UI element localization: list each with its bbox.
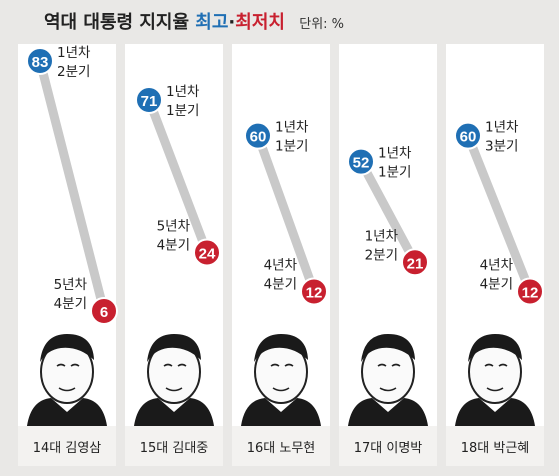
- change-line: [144, 95, 212, 258]
- president-name: 18대 박근혜: [461, 441, 530, 456]
- portrait-suit: [348, 398, 428, 426]
- portrait: [348, 334, 428, 426]
- president-panel: 18대 박근혜 60 1년차 3분기 12 4년차 4분기: [446, 44, 544, 466]
- president-name: 14대 김영삼: [33, 441, 102, 456]
- president-name: 17대 이명박: [354, 441, 423, 456]
- high-value-label: 60: [250, 129, 267, 146]
- high-value-label: 71: [141, 93, 158, 110]
- president-name: 16대 노무현: [247, 441, 316, 456]
- portrait: [27, 334, 107, 426]
- high-value-label: 60: [460, 129, 477, 146]
- portrait-hair: [254, 334, 308, 362]
- low-period-label: 1년차: [365, 228, 399, 244]
- portrait-features: [163, 363, 187, 392]
- portrait: [455, 334, 535, 426]
- president-name: 15대 김대중: [140, 441, 209, 456]
- portrait: [241, 334, 321, 426]
- high-period-label: 3분기: [485, 139, 518, 155]
- change-line: [356, 157, 420, 267]
- high-point: [135, 85, 163, 114]
- high-point: [454, 121, 482, 150]
- portrait-hair: [40, 334, 94, 362]
- low-value-label: 6: [100, 304, 108, 321]
- title-low: 최저치: [235, 12, 285, 33]
- low-period-label: 4년차: [264, 258, 298, 274]
- high-value-label: 83: [32, 54, 49, 71]
- high-period-label: 2분기: [57, 64, 90, 80]
- portrait-hair: [361, 334, 415, 362]
- low-period-label: 5년차: [157, 219, 191, 235]
- high-period-label: 1분기: [275, 139, 308, 155]
- president-panel: 14대 김영삼 83 1년차 2분기 6 5년차 4분기: [18, 44, 118, 466]
- president-panel: 17대 이명박 52 1년차 1분기 21 1년차 2분기: [339, 44, 437, 466]
- portrait-features: [270, 363, 294, 392]
- portrait-suit: [455, 398, 535, 426]
- change-line: [463, 131, 535, 297]
- president-panel: 16대 노무현 60 1년차 1분기 12 4년차 4분기: [232, 44, 330, 466]
- portrait-hair: [468, 334, 522, 362]
- portrait-suit: [27, 398, 107, 426]
- high-point: [26, 47, 54, 75]
- low-period-label: 4분기: [480, 277, 513, 293]
- high-period-label: 1년차: [166, 84, 200, 100]
- low-point: [300, 277, 328, 306]
- change-line: [35, 56, 109, 316]
- title-prefix: 역대 대통령 지지율: [44, 12, 190, 33]
- high-period-label: 1년차: [57, 45, 91, 61]
- chart-title: 역대 대통령 지지율 최고·최저치 단위: %: [44, 8, 344, 34]
- low-value-label: 21: [407, 255, 424, 272]
- low-period-label: 4분기: [54, 296, 87, 312]
- unit-label: 단위: %: [299, 17, 345, 32]
- low-period-label: 5년차: [54, 277, 88, 293]
- low-period-label: 2분기: [365, 247, 398, 263]
- high-value-label: 52: [353, 155, 370, 172]
- portrait-features: [484, 363, 508, 392]
- low-point: [90, 297, 118, 325]
- low-point: [401, 248, 429, 277]
- portrait-features: [56, 363, 80, 392]
- portrait: [134, 334, 214, 426]
- title-high: 최고: [195, 12, 229, 33]
- name-strip: [446, 426, 544, 466]
- name-strip: [232, 426, 330, 466]
- high-point: [347, 147, 375, 176]
- high-period-label: 1년차: [275, 120, 309, 136]
- high-period-label: 1분기: [166, 103, 199, 119]
- low-point: [516, 277, 544, 306]
- portrait-hair: [147, 334, 201, 362]
- high-period-label: 1분기: [378, 165, 411, 181]
- name-strip: [18, 426, 116, 466]
- change-line: [253, 131, 319, 297]
- low-period-label: 4년차: [480, 258, 514, 274]
- portrait-suit: [241, 398, 321, 426]
- high-point: [244, 121, 272, 150]
- low-value-label: 24: [199, 246, 216, 263]
- portrait-features: [377, 363, 401, 392]
- low-period-label: 4분기: [264, 277, 297, 293]
- high-period-label: 1년차: [378, 146, 412, 162]
- low-period-label: 4분기: [157, 238, 190, 254]
- low-value-label: 12: [306, 285, 323, 302]
- president-panel: 15대 김대중 71 1년차 1분기 24 5년차 4분기: [125, 44, 223, 466]
- high-period-label: 1년차: [485, 120, 519, 136]
- name-strip: [339, 426, 437, 466]
- name-strip: [125, 426, 223, 466]
- portrait-suit: [134, 398, 214, 426]
- low-value-label: 12: [522, 285, 539, 302]
- low-point: [193, 238, 221, 267]
- title-separator: ·: [228, 12, 236, 33]
